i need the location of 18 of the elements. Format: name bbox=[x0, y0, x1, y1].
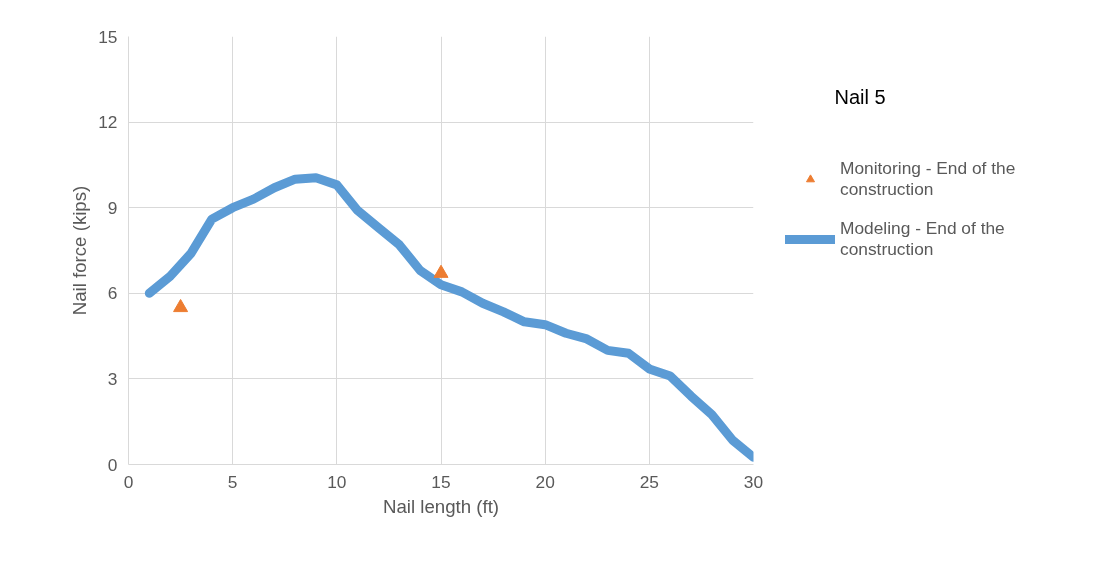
y-tick-label: 0 bbox=[107, 454, 118, 475]
x-tick-label: 0 bbox=[123, 471, 134, 492]
y-tick-label: 6 bbox=[107, 283, 118, 304]
x-tick-label: 30 bbox=[743, 471, 764, 492]
y-tick-label: 9 bbox=[107, 197, 118, 218]
x-tick-label: 10 bbox=[327, 471, 347, 492]
x-tick-label: 20 bbox=[535, 471, 555, 492]
y-tick-label: 12 bbox=[98, 112, 118, 133]
x-tick-label: 15 bbox=[431, 471, 451, 492]
text: Nail 5 bbox=[834, 86, 886, 109]
x-tick-label: 5 bbox=[227, 471, 238, 492]
x-tick-label: 25 bbox=[639, 471, 659, 492]
y-tick-label: 15 bbox=[98, 26, 118, 47]
y-axis-title: Nail force (kips) bbox=[69, 185, 91, 316]
legend-label: Monitoring - End of the construction bbox=[840, 158, 1017, 200]
y-tick-label: 3 bbox=[107, 368, 118, 389]
legend-label: Modeling - End of the construction bbox=[840, 218, 1006, 260]
x-axis-title: Nail length (ft) bbox=[382, 495, 500, 517]
